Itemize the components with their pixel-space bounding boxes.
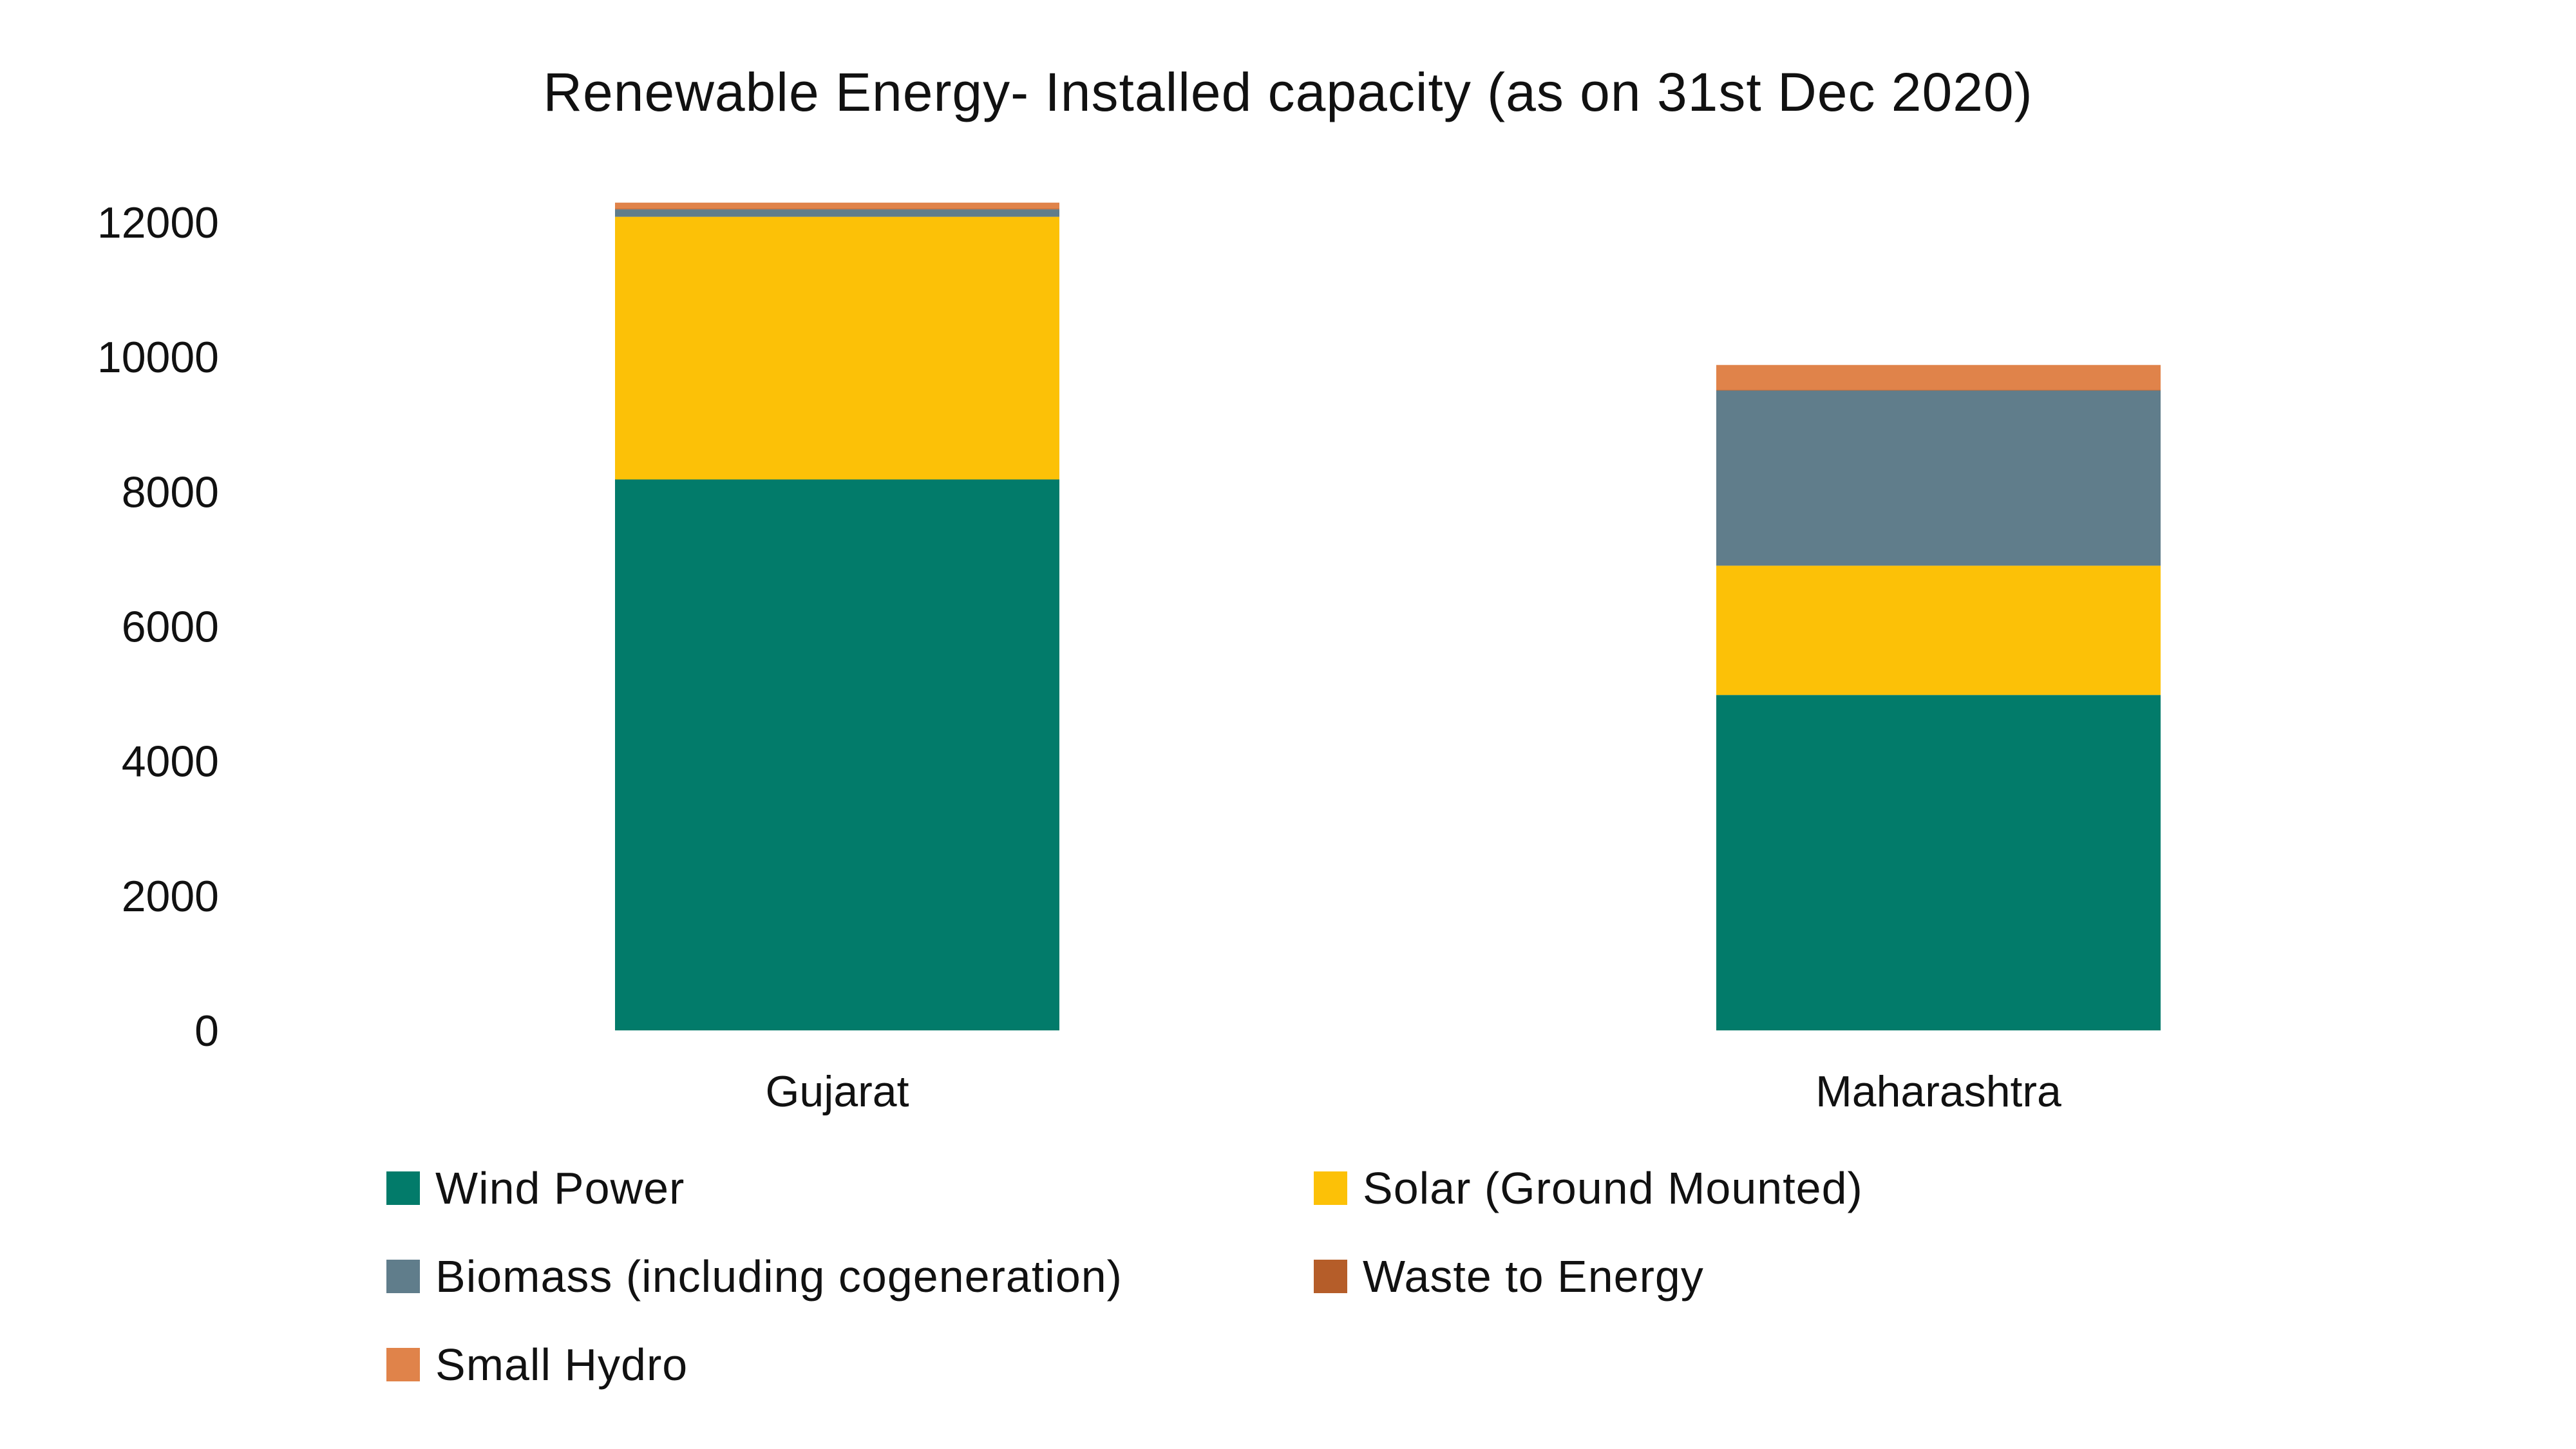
y-tick-label: 10000 — [97, 333, 219, 382]
legend-label: Wind Power — [435, 1163, 685, 1213]
y-tick-label: 8000 — [122, 468, 219, 516]
legend-item: Solar (Ground Mounted) — [1314, 1159, 1863, 1217]
legend-swatch — [386, 1171, 420, 1205]
bar-segment-maharashtra-biomass-including-cogeneration — [1716, 390, 2161, 566]
x-axis-labels: Gujarat Maharashtra — [766, 1067, 2062, 1116]
bar-segment-gujarat-solar-ground-mounted — [615, 216, 1059, 480]
legend-item: Biomass (including cogeneration) — [386, 1247, 1122, 1305]
legend-swatch — [1314, 1171, 1347, 1205]
legend-item: Wind Power — [386, 1159, 685, 1217]
y-axis-ticks: 0 2000 4000 6000 8000 10000 12000 — [97, 198, 219, 1056]
legend-label: Biomass (including cogeneration) — [435, 1251, 1122, 1302]
bar-segment-gujarat-biomass-including-cogeneration — [615, 209, 1059, 217]
legend-swatch — [1314, 1260, 1347, 1293]
legend-label: Solar (Ground Mounted) — [1363, 1163, 1863, 1213]
y-tick-label: 6000 — [122, 603, 219, 652]
bar-segment-maharashtra-small-hydro — [1716, 365, 2161, 390]
legend-item: Small Hydro — [386, 1336, 688, 1394]
y-tick-label: 12000 — [97, 198, 219, 247]
bar-segment-maharashtra-wind-power — [1716, 695, 2161, 1030]
bar-segment-maharashtra-solar-ground-mounted — [1716, 565, 2161, 696]
legend-item: Waste to Energy — [1314, 1247, 1704, 1305]
legend-swatch — [386, 1348, 420, 1381]
bar-segment-gujarat-wind-power — [615, 479, 1059, 1030]
bars — [615, 202, 2161, 1030]
legend-swatch — [386, 1260, 420, 1293]
chart-plot: 0 2000 4000 6000 8000 10000 12000 Gujarat Mahar… — [97, 198, 2161, 1116]
x-category-label: Maharashtra — [1815, 1067, 2061, 1116]
y-tick-label: 2000 — [122, 872, 219, 921]
chart-title: Renewable Energy- Installed capacity (as… — [543, 62, 2033, 122]
bar-segment-gujarat-small-hydro — [615, 202, 1059, 209]
legend-label: Waste to Energy — [1363, 1251, 1704, 1302]
y-tick-label: 0 — [194, 1007, 219, 1056]
x-category-label: Gujarat — [766, 1067, 909, 1116]
legend-label: Small Hydro — [435, 1340, 688, 1390]
y-tick-label: 4000 — [122, 737, 219, 786]
